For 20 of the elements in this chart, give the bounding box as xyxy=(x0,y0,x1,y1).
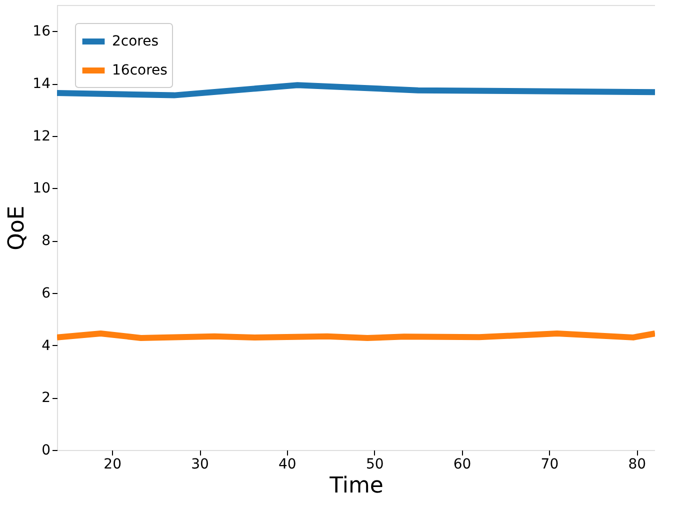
y-tick-label: 4 xyxy=(42,338,51,354)
y-tick-label: 8 xyxy=(42,233,50,250)
x-tick-label: 60 xyxy=(453,456,472,472)
y-tick-label: 6 xyxy=(42,285,51,302)
legend-label: 2cores xyxy=(112,34,159,50)
x-tick-label: 20 xyxy=(104,456,122,472)
y-tick-label: 10 xyxy=(32,180,50,197)
legend-label: 16cores xyxy=(112,62,168,78)
x-tick-label: 40 xyxy=(278,456,296,472)
y-tick-label: 2 xyxy=(42,390,50,406)
x-tick-label: 30 xyxy=(191,456,209,472)
x-axis-title: Time xyxy=(328,474,384,498)
y-axis-title: QoE xyxy=(4,206,30,250)
y-tick-label: 0 xyxy=(42,442,50,458)
y-tick-label: 14 xyxy=(32,76,51,92)
x-tick-label: 70 xyxy=(540,456,559,472)
x-tick-label: 80 xyxy=(628,456,646,472)
x-tick-label: 50 xyxy=(366,456,384,472)
y-tick-label: 16 xyxy=(32,24,51,40)
y-tick-label: 12 xyxy=(32,128,50,144)
